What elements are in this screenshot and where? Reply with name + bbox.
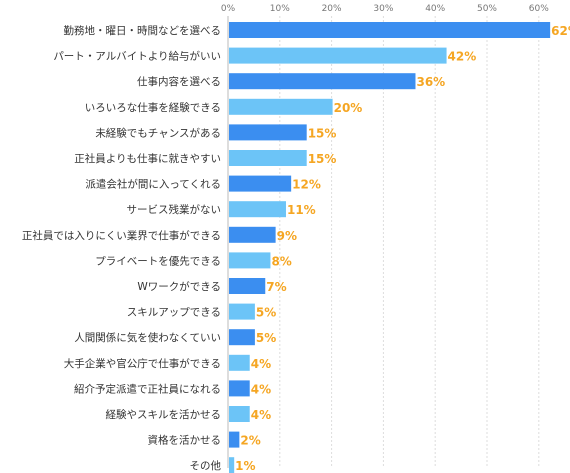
bar bbox=[229, 252, 271, 269]
bar bbox=[229, 380, 250, 397]
bar bbox=[229, 150, 307, 166]
x-tick-label: 0% bbox=[221, 4, 236, 14]
bar bbox=[229, 354, 250, 371]
category-label: 正社員よりも仕事に就きやすい bbox=[74, 152, 221, 165]
value-label: 9% bbox=[277, 229, 297, 243]
category-label: 資格を活かせる bbox=[148, 434, 222, 447]
value-label: 2% bbox=[240, 434, 260, 448]
bar bbox=[229, 73, 416, 90]
category-label: 大手企業や官公庁で仕事ができる bbox=[64, 357, 221, 370]
x-tick-label: 60% bbox=[529, 4, 549, 14]
category-label: 人間関係に気を使わなくていい bbox=[74, 331, 221, 344]
category-label: 未経験でもチャンスがある bbox=[95, 126, 221, 139]
bar bbox=[229, 226, 276, 243]
bar bbox=[229, 22, 551, 38]
category-label: サービス残業がない bbox=[127, 203, 222, 216]
bar bbox=[229, 406, 250, 422]
value-label: 4% bbox=[251, 408, 271, 422]
value-label: 20% bbox=[334, 101, 363, 115]
value-label: 15% bbox=[308, 126, 337, 140]
x-tick-label: 50% bbox=[477, 4, 497, 14]
bar bbox=[229, 303, 255, 320]
category-label: 仕事内容を選べる bbox=[137, 75, 221, 88]
x-tick-label: 40% bbox=[425, 4, 445, 14]
value-label: 62% bbox=[551, 24, 570, 38]
bar bbox=[229, 124, 307, 141]
value-label: 12% bbox=[292, 178, 321, 192]
category-label: その他 bbox=[190, 459, 222, 472]
value-label: 1% bbox=[235, 459, 255, 473]
bar bbox=[229, 431, 240, 448]
category-label: 派遣会社が間に入ってくれる bbox=[85, 178, 221, 191]
category-label: 経験やスキルを活かせる bbox=[106, 408, 222, 421]
category-label: Wワークができる bbox=[137, 280, 221, 293]
value-label: 4% bbox=[251, 357, 271, 371]
bar bbox=[229, 457, 235, 473]
x-tick-label: 20% bbox=[322, 4, 342, 14]
value-label: 36% bbox=[416, 75, 445, 89]
value-label: 8% bbox=[271, 254, 291, 268]
x-tick-label: 30% bbox=[373, 4, 393, 14]
bar bbox=[229, 47, 447, 64]
category-label: パート・アルバイトより給与がいい bbox=[53, 50, 221, 63]
category-label: プライベートを優先できる bbox=[95, 254, 221, 267]
category-label: 紹介予定派遣で正社員になれる bbox=[74, 382, 221, 395]
bar bbox=[229, 98, 333, 115]
value-label: 11% bbox=[287, 203, 316, 217]
bar bbox=[229, 175, 292, 192]
value-label: 15% bbox=[308, 152, 337, 166]
x-tick-label: 10% bbox=[270, 4, 290, 14]
category-label: いろいろな仕事を経験できる bbox=[85, 101, 221, 114]
category-label: 正社員では入りにくい業界で仕事ができる bbox=[22, 229, 221, 242]
value-label: 5% bbox=[256, 331, 276, 345]
value-label: 5% bbox=[256, 306, 276, 320]
value-label: 7% bbox=[266, 280, 286, 294]
value-label: 42% bbox=[448, 50, 477, 64]
bar bbox=[229, 329, 255, 346]
category-label: スキルアップできる bbox=[127, 307, 221, 319]
bar bbox=[229, 278, 266, 294]
bar bbox=[229, 201, 286, 218]
category-label: 勤務地・曜日・時間などを選べる bbox=[64, 24, 222, 37]
value-label: 4% bbox=[251, 382, 271, 396]
